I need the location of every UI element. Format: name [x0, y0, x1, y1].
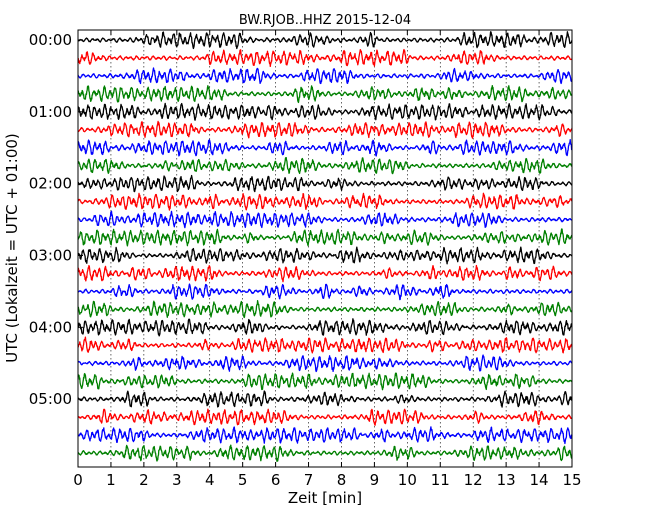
chart-title: BW.RJOB..HHZ 2015-12-04	[239, 13, 411, 28]
trace-line	[77, 408, 573, 426]
x-tick-label: 14	[530, 471, 549, 489]
x-axis-label: Zeit [min]	[288, 489, 362, 507]
y-axis-label: UTC (Lokalzeit = UTC + 01:00)	[3, 133, 21, 363]
trace-line	[77, 67, 573, 85]
trace-line	[77, 120, 573, 139]
y-tick-label: 05:00	[29, 390, 72, 408]
trace-line	[77, 228, 573, 247]
x-tick-label: 2	[139, 471, 149, 489]
x-tick-label: 12	[464, 471, 483, 489]
y-tick-label: 00:00	[29, 31, 72, 49]
trace-line	[77, 31, 573, 50]
x-tick-label: 13	[497, 471, 516, 489]
x-tick-label: 5	[238, 471, 248, 489]
trace-line	[77, 139, 573, 157]
x-tick-label: 7	[304, 471, 314, 489]
trace-line	[77, 372, 573, 391]
x-tick-label: 8	[337, 471, 347, 489]
x-tick-label: 11	[431, 471, 450, 489]
x-tick-label: 0	[73, 471, 83, 489]
trace-line	[77, 48, 573, 68]
x-tick-label: 1	[106, 471, 116, 489]
trace-line	[77, 354, 573, 373]
x-tick-label: 6	[271, 471, 281, 489]
trace-line	[77, 102, 573, 121]
trace-line	[77, 210, 573, 229]
y-tick-label: 03:00	[29, 246, 72, 264]
y-tick-label: 01:00	[29, 103, 72, 121]
trace-line	[77, 390, 573, 408]
x-tick-label: 3	[172, 471, 182, 489]
trace-line	[77, 318, 573, 337]
trace-line	[77, 246, 573, 265]
trace-line	[77, 283, 573, 301]
trace-line	[77, 264, 573, 283]
seismogram-traces	[77, 31, 573, 462]
x-axis-ticks: 0 1 2 3 4 5 6 7 8 9 10 11 12 13 14 15	[73, 30, 582, 489]
plot-frame	[77, 29, 573, 468]
trace-line	[77, 444, 573, 462]
x-tick-label: 4	[205, 471, 215, 489]
y-tick-label: 04:00	[29, 318, 72, 336]
trace-line	[77, 426, 573, 445]
trace-line	[77, 300, 573, 319]
trace-line	[77, 336, 573, 354]
trace-line	[77, 192, 573, 211]
y-tick-label: 02:00	[29, 175, 72, 193]
x-tick-label: 15	[562, 471, 581, 489]
trace-line	[77, 84, 573, 104]
x-tick-label: 10	[398, 471, 417, 489]
trace-line	[77, 156, 573, 175]
x-tick-label: 9	[370, 471, 380, 489]
y-axis-ticks: 00:00 01:00 02:00 03:00 04:00 05:00	[29, 31, 83, 408]
trace-line	[77, 174, 573, 193]
